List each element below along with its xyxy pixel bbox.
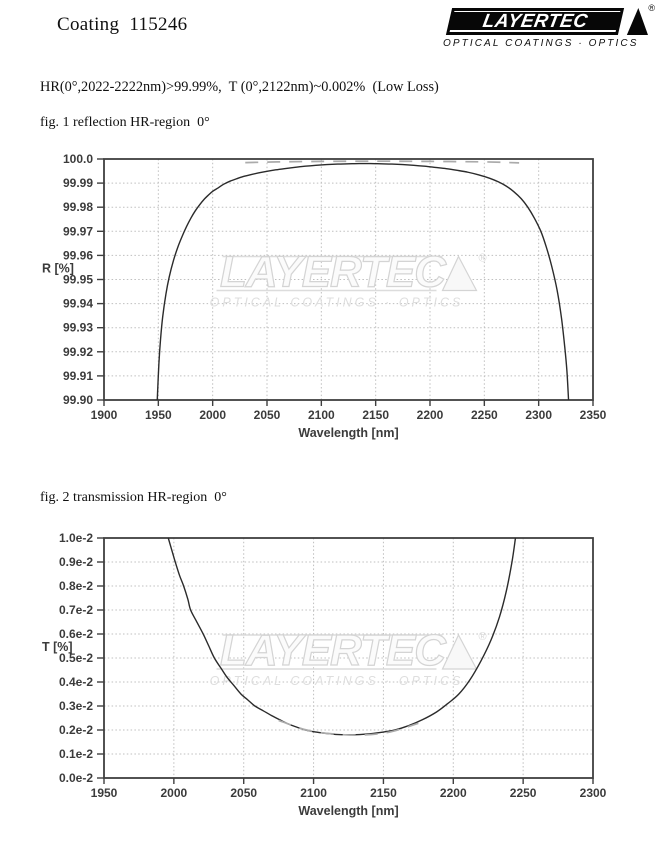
svg-text:99.90: 99.90 bbox=[63, 393, 93, 407]
svg-text:2000: 2000 bbox=[199, 408, 226, 422]
svg-text:1900: 1900 bbox=[91, 408, 118, 422]
svg-text:0.5e-2: 0.5e-2 bbox=[59, 651, 93, 665]
svg-text:T [%]: T [%] bbox=[42, 640, 73, 654]
svg-text:OPTICAL COATINGS · OPTICS: OPTICAL COATINGS · OPTICS bbox=[210, 674, 464, 688]
svg-text:2000: 2000 bbox=[161, 786, 188, 800]
svg-text:0.4e-2: 0.4e-2 bbox=[59, 675, 93, 689]
logo-wordmark: LAYERTEC bbox=[480, 10, 590, 32]
svg-text:2350: 2350 bbox=[580, 408, 607, 422]
registered-trademark-icon: ® bbox=[648, 3, 655, 13]
svg-text:99.98: 99.98 bbox=[63, 200, 93, 214]
logo-banner: LAYERTEC bbox=[445, 8, 625, 35]
svg-text:2250: 2250 bbox=[471, 408, 498, 422]
svg-text:99.97: 99.97 bbox=[63, 224, 93, 238]
svg-text:LAYERTEC: LAYERTEC bbox=[220, 248, 447, 297]
svg-text:®: ® bbox=[479, 253, 487, 265]
svg-text:99.94: 99.94 bbox=[63, 297, 93, 311]
svg-text:2200: 2200 bbox=[417, 408, 444, 422]
svg-text:0.3e-2: 0.3e-2 bbox=[59, 699, 93, 713]
svg-text:1950: 1950 bbox=[145, 408, 172, 422]
svg-text:2250: 2250 bbox=[510, 786, 537, 800]
svg-text:2050: 2050 bbox=[230, 786, 257, 800]
svg-text:®: ® bbox=[479, 631, 487, 643]
svg-text:100.0: 100.0 bbox=[63, 152, 93, 166]
coating-spec-line: HR(0°,2022-2222nm)>99.99%, T (0°,2122nm)… bbox=[40, 79, 439, 95]
fig2-caption: fig. 2 transmission HR-region 0° bbox=[40, 490, 227, 505]
svg-text:LAYERTEC: LAYERTEC bbox=[220, 626, 447, 675]
svg-text:0.1e-2: 0.1e-2 bbox=[59, 747, 93, 761]
svg-text:2100: 2100 bbox=[300, 786, 327, 800]
svg-text:99.96: 99.96 bbox=[63, 248, 93, 262]
svg-text:1950: 1950 bbox=[91, 786, 118, 800]
svg-text:2100: 2100 bbox=[308, 408, 335, 422]
svg-text:1.0e-2: 1.0e-2 bbox=[59, 531, 93, 545]
svg-text:99.92: 99.92 bbox=[63, 345, 93, 359]
svg-text:99.95: 99.95 bbox=[63, 273, 93, 287]
svg-text:2300: 2300 bbox=[580, 786, 607, 800]
fig1-caption: fig. 1 reflection HR-region 0° bbox=[40, 115, 210, 130]
logo-tagline: OPTICAL COATINGS · OPTICS bbox=[443, 38, 639, 49]
svg-text:99.99: 99.99 bbox=[63, 176, 93, 190]
svg-text:2150: 2150 bbox=[362, 408, 389, 422]
svg-text:0.6e-2: 0.6e-2 bbox=[59, 627, 93, 641]
svg-text:Wavelength [nm]: Wavelength [nm] bbox=[298, 804, 398, 818]
svg-text:0.2e-2: 0.2e-2 bbox=[59, 723, 93, 737]
svg-text:0.9e-2: 0.9e-2 bbox=[59, 555, 93, 569]
svg-text:2300: 2300 bbox=[525, 408, 552, 422]
reflection-chart: LAYERTEC ® OPTICAL COATINGS · OPTICS 1900 19… bbox=[42, 152, 607, 440]
svg-text:OPTICAL COATINGS · OPTICS: OPTICAL COATINGS · OPTICS bbox=[210, 296, 464, 310]
svg-text:R [%]: R [%] bbox=[42, 261, 74, 275]
svg-text:2150: 2150 bbox=[370, 786, 397, 800]
transmission-chart: LAYERTEC ® OPTICAL COATINGS · OPTICS 1950 20… bbox=[42, 531, 607, 818]
svg-text:0.0e-2: 0.0e-2 bbox=[59, 771, 93, 785]
page-title: Coating 115246 bbox=[57, 14, 188, 35]
logo-triangle-icon bbox=[626, 8, 648, 35]
svg-text:0.7e-2: 0.7e-2 bbox=[59, 603, 93, 617]
svg-text:99.93: 99.93 bbox=[63, 321, 93, 335]
svg-text:Wavelength [nm]: Wavelength [nm] bbox=[298, 426, 398, 440]
layertec-logo: LAYERTEC ® OPTICAL COATINGS · OPTICS bbox=[441, 3, 655, 52]
svg-text:99.91: 99.91 bbox=[63, 369, 93, 383]
svg-text:0.8e-2: 0.8e-2 bbox=[59, 579, 93, 593]
svg-text:2200: 2200 bbox=[440, 786, 467, 800]
svg-text:2050: 2050 bbox=[254, 408, 281, 422]
